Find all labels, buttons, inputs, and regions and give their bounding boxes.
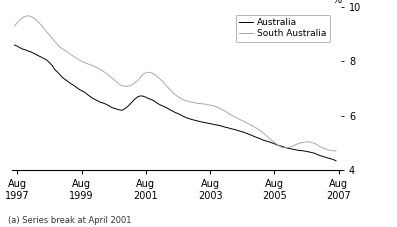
South Australia (237, 118, 242, 121)
Australia (333, 159, 338, 162)
Australia (12, 44, 17, 46)
Text: %: % (332, 0, 341, 5)
Australia (229, 128, 234, 130)
Australia (149, 98, 154, 101)
South Australia (326, 148, 330, 151)
Australia (213, 123, 218, 126)
Text: (a) Series break at April 2001: (a) Series break at April 2001 (8, 216, 131, 225)
South Australia (12, 25, 17, 27)
Legend: Australia, South Australia: Australia, South Australia (236, 15, 330, 42)
South Australia (25, 15, 30, 17)
Line: South Australia: South Australia (14, 16, 336, 151)
South Australia (100, 70, 105, 72)
South Australia (333, 150, 338, 153)
Australia (44, 59, 49, 61)
South Australia (195, 102, 199, 105)
Australia (87, 95, 92, 98)
Australia (312, 152, 317, 155)
South Australia (269, 139, 274, 142)
South Australia (82, 61, 87, 64)
Line: Australia: Australia (14, 45, 336, 161)
